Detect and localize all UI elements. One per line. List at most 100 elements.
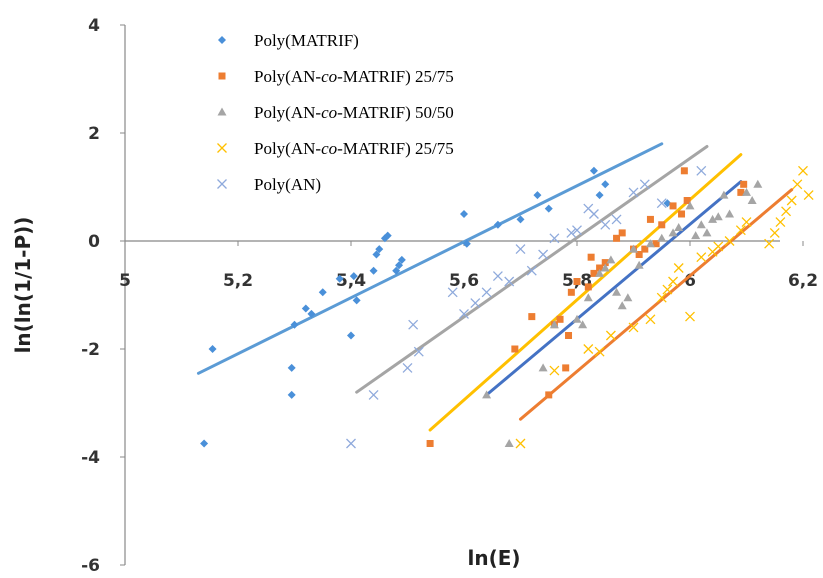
data-point: [528, 313, 536, 321]
data-point: [613, 234, 621, 242]
data-point: [696, 220, 706, 229]
data-point: [656, 292, 667, 303]
data-point: [594, 346, 605, 357]
data-point: [674, 223, 684, 231]
data-point: [685, 201, 695, 210]
data-point: [792, 179, 803, 190]
data-point: [668, 228, 678, 237]
data-point: [533, 191, 542, 200]
data-point: [562, 364, 570, 372]
x-tick-label: 6: [684, 271, 696, 291]
trendline-3: [519, 188, 794, 421]
data-point: [526, 265, 537, 276]
data-point: [652, 240, 660, 248]
data-point: [798, 165, 808, 176]
legend-label-part: -MATRIF) 50/50: [337, 103, 454, 122]
data-point: [628, 187, 639, 198]
data-point: [287, 390, 296, 399]
data-point: [504, 439, 514, 447]
data-point: [584, 283, 592, 291]
data-point: [713, 241, 724, 252]
data-point: [724, 236, 735, 246]
data-point: [307, 309, 316, 318]
data-point: [606, 255, 616, 264]
data-point: [545, 391, 553, 399]
data-point: [504, 276, 515, 287]
data-point: [601, 180, 610, 189]
data-point: [587, 253, 595, 261]
data-point: [742, 187, 751, 196]
data-point: [447, 287, 458, 298]
data-point: [708, 214, 718, 223]
legend-label-part: co: [321, 67, 337, 86]
legend-label: Poly(MATRIF): [254, 31, 359, 50]
x-tick-label: 5,2: [223, 271, 253, 291]
data-point: [663, 199, 672, 208]
data-point: [492, 271, 503, 282]
data-point: [481, 287, 492, 298]
data-point: [567, 288, 575, 296]
trendline-0: [196, 142, 664, 375]
data-point: [623, 293, 633, 302]
data-point: [493, 220, 502, 229]
data-point: [352, 296, 361, 305]
y-tick-label: 2: [88, 124, 100, 144]
data-point: [397, 255, 406, 264]
data-point: [617, 301, 627, 310]
series-0-points: [200, 166, 672, 448]
data-point: [683, 197, 691, 204]
data-point: [646, 215, 654, 223]
data-point: [572, 225, 582, 236]
data-point: [753, 179, 763, 188]
legend-item-1: Poly(AN-co-MATRIF) 25/75: [218, 67, 454, 86]
data-point: [629, 244, 638, 253]
data-point: [318, 288, 327, 297]
legend-label: Poly(AN-co-MATRIF) 25/75: [254, 67, 454, 86]
data-point: [641, 245, 649, 253]
data-point: [657, 233, 667, 242]
legend-label-part: Poly(AN-: [254, 103, 321, 122]
legend-marker: [217, 143, 227, 153]
data-point: [740, 180, 748, 188]
legend-marker: [218, 72, 226, 80]
data-point: [208, 345, 217, 353]
data-point: [426, 440, 434, 447]
data-point: [669, 202, 677, 210]
data-point: [680, 167, 688, 175]
legend-label-part: -MATRIF) 25/75: [337, 67, 454, 86]
data-point: [583, 344, 594, 354]
y-axis-title: ln(ln(1/1-P)): [11, 217, 35, 354]
data-point: [601, 259, 609, 267]
data-point: [696, 252, 707, 263]
series-3-points: [515, 165, 814, 449]
data-point: [335, 274, 344, 283]
data-point: [588, 209, 599, 219]
legend-label: Poly(AN-co-MATRIF) 50/50: [254, 103, 454, 122]
y-tick-label: -2: [81, 340, 100, 360]
data-point: [572, 314, 582, 323]
data-point: [556, 315, 564, 323]
legend-marker: [218, 36, 226, 44]
x-tick-label: 5,6: [449, 271, 479, 291]
data-point: [645, 314, 656, 325]
x-axis-title: ln(E): [467, 546, 520, 570]
data-point: [618, 229, 626, 237]
data-point: [589, 166, 598, 175]
data-point: [566, 227, 577, 238]
y-tick-label: -4: [81, 448, 100, 468]
legend-marker: [217, 179, 227, 189]
series-4-points: [346, 165, 707, 449]
trendline-1: [428, 153, 743, 432]
data-point: [612, 287, 622, 296]
legend: Poly(MATRIF)Poly(AN-co-MATRIF) 25/75Poly…: [217, 31, 454, 194]
data-point: [511, 345, 519, 353]
data-point: [628, 322, 639, 333]
data-point: [595, 268, 605, 277]
legend-label-part: co: [321, 103, 337, 122]
data-point: [605, 330, 616, 341]
y-tick-label: 4: [88, 16, 100, 36]
data-point: [702, 228, 712, 237]
data-point: [408, 319, 419, 330]
legend-item-0: Poly(MATRIF): [218, 31, 359, 50]
